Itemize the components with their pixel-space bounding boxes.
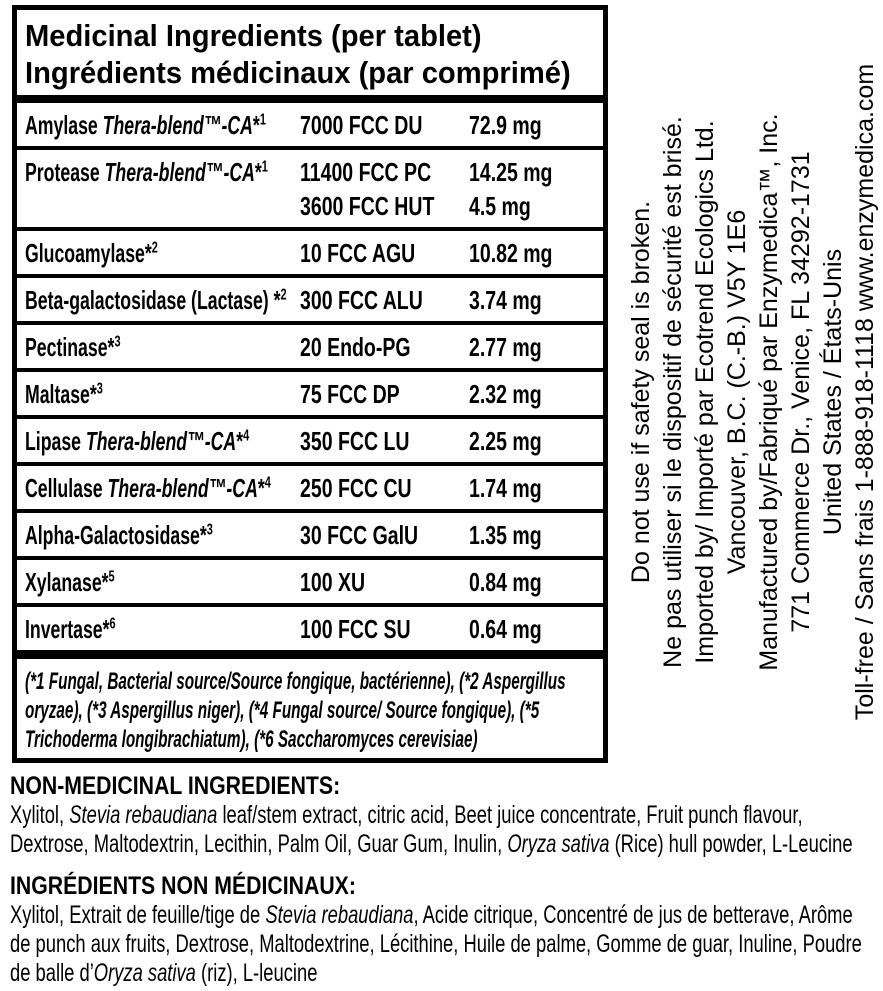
medicinal-ingredients-panel: Medicinal Ingredients (per tablet) Ingré… xyxy=(12,5,608,763)
amount-value: 1.74 mg xyxy=(469,473,542,503)
amount-value: 0.64 mg xyxy=(469,614,542,644)
non-medicinal-body-fr: Xylitol, Extrait de feuille/tige de Stev… xyxy=(10,901,862,987)
ingredient-name: Lipase Thera-blend™-CA*4 xyxy=(25,426,250,456)
amount-value: 14.25 mg xyxy=(469,157,553,187)
footnote-divider-bar xyxy=(17,650,603,659)
activity-value: 75 FCC DP xyxy=(300,379,400,409)
ingredient-row-lipase: Lipase Thera-blend™-CA*4 350 FCC LU 2.25… xyxy=(17,419,603,466)
activity-value: 10 FCC AGU xyxy=(300,238,416,268)
activity-value: 300 FCC ALU xyxy=(300,285,423,315)
activity-value: 20 Endo-PG xyxy=(300,332,411,362)
importer-address-line: Vancouver, B.C. (C.-B.) V5Y 1E6 xyxy=(723,209,751,575)
ingredient-name: Alpha-Galactosidase*3 xyxy=(25,520,213,550)
source-footnote: (*1 Fungal, Bacterial source/Source fong… xyxy=(25,668,566,753)
ingredient-name: Glucoamylase*2 xyxy=(25,238,158,268)
ingredient-row-invertase: Invertase*6 100 FCC SU 0.64 mg xyxy=(17,607,603,650)
ingredient-name: Maltase*3 xyxy=(25,379,103,409)
amount-value-2: 4.5 mg xyxy=(469,191,531,221)
activity-value: 11400 FCC PC xyxy=(300,157,432,187)
ingredient-row-protease: Protease Thera-blend™-CA*1 11400 FCC PC … xyxy=(17,150,603,231)
ingredient-name: Invertase*6 xyxy=(25,614,116,644)
safety-seal-notice-en: Do not use if safety seal is broken. xyxy=(627,200,655,584)
manufacturer-address-line: 771 Commerce Dr., Venice, FL 34292-1731 xyxy=(787,151,815,633)
amount-value: 2.77 mg xyxy=(469,332,542,362)
non-medicinal-heading-fr: INGRÉDIENTS NON MÉDICINAUX: xyxy=(10,872,356,900)
panel-title-fr: Ingrédients médicinaux (par comprimé) xyxy=(25,55,571,90)
panel-title-en: Medicinal Ingredients (per tablet) xyxy=(25,18,482,53)
ingredient-name: Beta-galactosidase (Lactase) *2 xyxy=(25,285,287,315)
activity-value: 100 XU xyxy=(300,567,366,597)
amount-value: 1.35 mg xyxy=(469,520,542,550)
amount-value: 72.9 mg xyxy=(469,110,542,140)
activity-value: 350 FCC LU xyxy=(300,426,410,456)
amount-value: 0.84 mg xyxy=(469,567,542,597)
amount-value: 2.25 mg xyxy=(469,426,542,456)
non-medicinal-heading-en: NON-MEDICINAL INGREDIENTS: xyxy=(10,772,341,800)
ingredient-row-alpha-galactosidase: Alpha-Galactosidase*3 30 FCC GalU 1.35 m… xyxy=(17,513,603,560)
side-panel-rotated-text: Do not use if safety seal is broken. Ne … xyxy=(625,7,881,777)
activity-value-2: 3600 FCC HUT xyxy=(300,191,435,221)
ingredient-row-amylase: Amylase Thera-blend™-CA*1 7000 FCC DU 72… xyxy=(17,103,603,150)
ingredient-name: Protease Thera-blend™-CA*1 xyxy=(25,157,268,187)
non-medicinal-body-en: Xylitol, Stevia rebaudiana leaf/stem ext… xyxy=(10,801,853,858)
manufacturer-line: Manufactured by/Fabriqué par Enzymedica™… xyxy=(755,113,783,671)
ingredient-row-maltase: Maltase*3 75 FCC DP 2.32 mg xyxy=(17,372,603,419)
activity-value: 30 FCC GalU xyxy=(300,520,419,550)
safety-seal-notice-fr: Ne pas utiliser si le dispositif de sécu… xyxy=(659,116,687,668)
panel-title: Medicinal Ingredients (per tablet) Ingré… xyxy=(17,10,603,91)
ingredient-row-cellulase: Cellulase Thera-blend™-CA*4 250 FCC CU 1… xyxy=(17,466,603,513)
non-medicinal-sections: NON-MEDICINAL INGREDIENTS: Xylitol, Stev… xyxy=(10,772,878,988)
manufacturer-country-line: United States / États-Unis xyxy=(819,248,847,536)
ingredient-row-beta-galactosidase: Beta-galactosidase (Lactase) *2 300 FCC … xyxy=(17,278,603,325)
ingredient-row-xylanase: Xylanase*5 100 XU 0.84 mg xyxy=(17,560,603,607)
ingredient-name: Amylase Thera-blend™-CA*1 xyxy=(25,110,266,140)
amount-value: 2.32 mg xyxy=(469,379,542,409)
importer-line: Imported by/ Importé par Ecotrend Ecolog… xyxy=(691,120,719,664)
activity-value: 100 FCC SU xyxy=(300,614,411,644)
amount-value: 10.82 mg xyxy=(469,238,553,268)
ingredient-row-glucoamylase: Glucoamylase*2 10 FCC AGU 10.82 mg xyxy=(17,231,603,278)
tollfree-website-line: Toll-free / Sans frais 1-888-918-1118 ww… xyxy=(851,63,879,721)
activity-value: 250 FCC CU xyxy=(300,473,412,503)
ingredient-name: Cellulase Thera-blend™-CA*4 xyxy=(25,473,271,503)
activity-value: 7000 FCC DU xyxy=(300,110,423,140)
header-divider-bar xyxy=(17,95,603,103)
ingredient-name: Xylanase*5 xyxy=(25,567,115,597)
amount-value: 3.74 mg xyxy=(469,285,542,315)
ingredient-name: Pectinase*3 xyxy=(25,332,121,362)
ingredient-row-pectinase: Pectinase*3 20 Endo-PG 2.77 mg xyxy=(17,325,603,372)
